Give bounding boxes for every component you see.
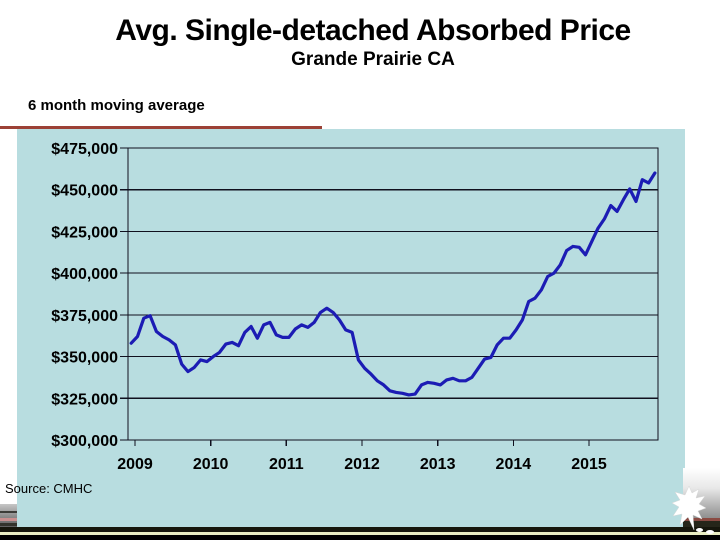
svg-text:2014: 2014: [496, 456, 532, 473]
svg-text:2012: 2012: [344, 456, 380, 473]
svg-text:$450,000: $450,000: [51, 183, 118, 200]
svg-text:2015: 2015: [571, 456, 607, 473]
decoration-stripe: [683, 521, 720, 527]
svg-text:2011: 2011: [269, 456, 304, 473]
leaf-speck: [696, 528, 703, 532]
source-label: Source: CMHC: [5, 481, 93, 496]
svg-text:2009: 2009: [117, 456, 153, 473]
svg-text:2013: 2013: [420, 456, 456, 473]
svg-text:$425,000: $425,000: [51, 224, 118, 241]
bottom-band-stripe: [0, 527, 720, 532]
chart-panel: $475,000 $450,000 $425,000 $400,000 $375,000…: [17, 129, 685, 528]
maple-leaf-icon: [672, 486, 706, 530]
decoration-stripe: [0, 511, 17, 513]
svg-text:$375,000: $375,000: [51, 308, 118, 325]
decoration-stripe: [0, 523, 17, 526]
leaf-speck: [706, 530, 714, 534]
bottom-band: [0, 527, 720, 540]
series-note: 6 month moving average: [28, 97, 205, 114]
bottom-band-stripe: [0, 532, 720, 535]
svg-text:$300,000: $300,000: [51, 433, 118, 450]
page-title: Avg. Single-detached Absorbed Price: [115, 14, 631, 47]
bottom-left-decoration: [0, 504, 17, 527]
page-subtitle: Grande Prairie CA: [291, 49, 455, 70]
decoration-stripe: [683, 518, 720, 521]
decoration-stripe: [0, 518, 17, 521]
price-line-chart: $475,000 $450,000 $425,000 $400,000 $375,000…: [51, 141, 659, 473]
svg-text:$475,000: $475,000: [51, 141, 118, 158]
svg-text:$400,000: $400,000: [51, 266, 118, 283]
svg-text:$325,000: $325,000: [51, 391, 118, 408]
svg-text:2010: 2010: [193, 456, 229, 473]
svg-text:$350,000: $350,000: [51, 350, 118, 367]
note-underline-rule: [0, 126, 322, 129]
slide-header: Avg. Single-detached Absorbed Price Gran…: [30, 14, 716, 71]
